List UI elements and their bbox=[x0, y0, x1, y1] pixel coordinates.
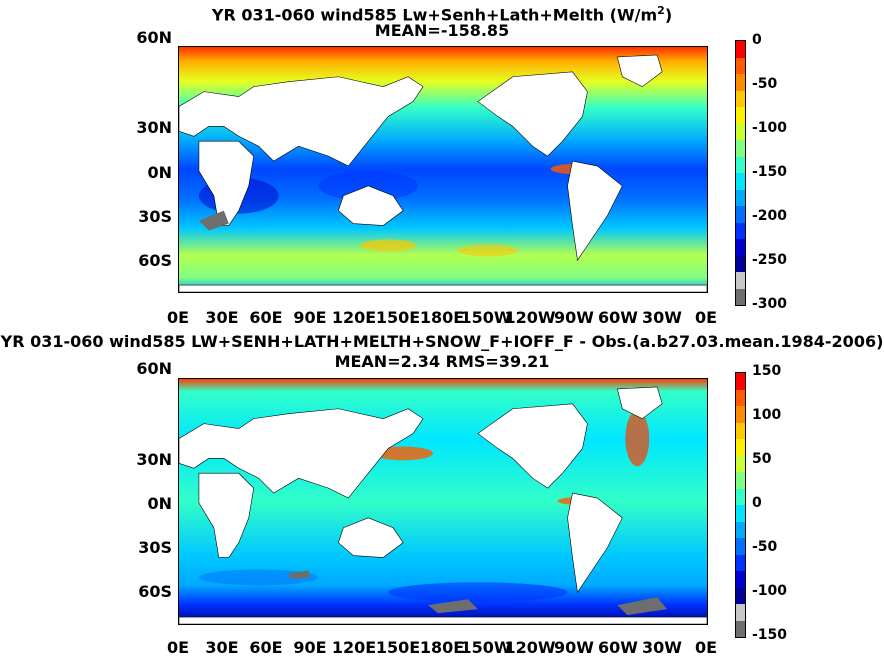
colorbar-segment bbox=[736, 620, 745, 637]
colorbar-segment bbox=[736, 488, 745, 505]
colorbar-tick-label: 100 bbox=[752, 407, 782, 423]
colorbar-tick-label: -200 bbox=[752, 208, 788, 224]
colorbar-segment bbox=[736, 373, 745, 390]
map-plot-area bbox=[178, 378, 708, 625]
x-tick-label: 150E bbox=[375, 308, 421, 327]
x-tick-label: 30E bbox=[205, 308, 239, 327]
colorbar-segment bbox=[736, 173, 745, 190]
title-superscript: 2 bbox=[657, 4, 665, 17]
y-tick-label: 60S bbox=[138, 251, 172, 270]
x-tick-label: 120E bbox=[331, 638, 377, 657]
x-tick-label: 0E bbox=[166, 638, 190, 657]
colorbar-segment bbox=[736, 389, 745, 406]
x-tick-label: 60E bbox=[249, 308, 283, 327]
y-tick-label: 0N bbox=[147, 163, 172, 182]
colorbar-segment bbox=[736, 272, 745, 289]
chart-title: YR 031-060 wind585 Lw+Senh+Lath+Melth (W… bbox=[211, 4, 673, 25]
colorbar-segment bbox=[736, 74, 745, 91]
x-tick-label: 90E bbox=[293, 308, 327, 327]
x-tick-label: 150W bbox=[460, 308, 512, 327]
x-tick-label: 180E bbox=[419, 308, 465, 327]
map-plot-area bbox=[178, 46, 708, 293]
map-field bbox=[179, 379, 707, 624]
colorbar-segment bbox=[736, 107, 745, 124]
colorbar-segment bbox=[736, 255, 745, 272]
colorbar-segment bbox=[736, 41, 745, 58]
x-tick-label: 30W bbox=[642, 308, 682, 327]
colorbar-tick-label: -100 bbox=[752, 583, 788, 599]
colorbar bbox=[735, 40, 746, 306]
colorbar-segment bbox=[736, 156, 745, 173]
colorbar-segment bbox=[736, 587, 745, 604]
chart-panel-bottom: YR 031-060 wind585 LW+SENH+LATH+MELTH+SN… bbox=[0, 331, 884, 662]
colorbar-segment bbox=[736, 222, 745, 239]
colorbar-segment bbox=[736, 189, 745, 206]
x-tick-label: 150E bbox=[375, 638, 421, 657]
x-tick-label: 90W bbox=[554, 638, 594, 657]
colorbar-tick-label: -150 bbox=[752, 164, 788, 180]
x-tick-label: 60W bbox=[598, 638, 638, 657]
colorbar-segment bbox=[736, 538, 745, 555]
y-tick-label: 60S bbox=[138, 582, 172, 601]
x-tick-label: 120W bbox=[504, 308, 556, 327]
y-tick-label: 0N bbox=[147, 494, 172, 513]
x-tick-label: 60E bbox=[249, 638, 283, 657]
y-tick-label: 30N bbox=[136, 118, 172, 137]
colorbar-tick-label: -100 bbox=[752, 120, 788, 136]
colorbar-segment bbox=[736, 439, 745, 456]
y-tick-label: 30N bbox=[136, 450, 172, 469]
x-tick-label: 0E bbox=[694, 638, 718, 657]
colorbar-segment bbox=[736, 472, 745, 489]
y-tick-label: 30S bbox=[138, 207, 172, 226]
x-tick-label: 0E bbox=[166, 308, 190, 327]
chart-panel-top: YR 031-060 wind585 Lw+Senh+Lath+Melth (W… bbox=[0, 0, 884, 331]
colorbar-tick-label: -250 bbox=[752, 252, 788, 268]
colorbar-segment bbox=[736, 288, 745, 305]
colorbar-segment bbox=[736, 406, 745, 423]
colorbar-segment bbox=[736, 239, 745, 256]
colorbar-tick-label: 150 bbox=[752, 363, 782, 379]
colorbar-segment bbox=[736, 505, 745, 522]
title-tail: ) bbox=[664, 5, 673, 25]
colorbar-segment bbox=[736, 521, 745, 538]
x-tick-label: 60W bbox=[598, 308, 638, 327]
colorbar-segment bbox=[736, 206, 745, 223]
colorbar-segment bbox=[736, 604, 745, 621]
x-tick-label: 0E bbox=[694, 308, 718, 327]
map-field bbox=[179, 47, 707, 292]
colorbar-segment bbox=[736, 455, 745, 472]
x-tick-label: 90W bbox=[554, 308, 594, 327]
colorbar-tick-label: 50 bbox=[752, 451, 772, 467]
y-tick-label: 60N bbox=[136, 28, 172, 47]
y-tick-label: 30S bbox=[138, 538, 172, 557]
chart-subtitle: MEAN=2.34 RMS=39.21 bbox=[334, 352, 550, 371]
colorbar-tick-label: -150 bbox=[752, 627, 788, 643]
colorbar-segment bbox=[736, 57, 745, 74]
colorbar-segment bbox=[736, 123, 745, 140]
colorbar-segment bbox=[736, 90, 745, 107]
colorbar-tick-label: -300 bbox=[752, 296, 788, 312]
x-tick-label: 30W bbox=[642, 638, 682, 657]
chart-subtitle: MEAN=-158.85 bbox=[374, 21, 510, 40]
colorbar-tick-label: -50 bbox=[752, 76, 778, 92]
x-tick-label: 90E bbox=[293, 638, 327, 657]
colorbar-tick-label: -50 bbox=[752, 539, 778, 555]
x-tick-label: 150W bbox=[460, 638, 512, 657]
colorbar-segment bbox=[736, 422, 745, 439]
x-tick-label: 30E bbox=[205, 638, 239, 657]
colorbar-tick-label: 0 bbox=[752, 495, 762, 511]
colorbar-tick-label: 0 bbox=[752, 32, 762, 48]
x-tick-label: 120W bbox=[504, 638, 556, 657]
colorbar bbox=[735, 372, 746, 638]
colorbar-segment bbox=[736, 571, 745, 588]
x-tick-label: 180E bbox=[419, 638, 465, 657]
colorbar-segment bbox=[736, 140, 745, 157]
chart-title: YR 031-060 wind585 LW+SENH+LATH+MELTH+SN… bbox=[0, 332, 884, 351]
y-tick-label: 60N bbox=[136, 359, 172, 378]
colorbar-segment bbox=[736, 554, 745, 571]
x-tick-label: 120E bbox=[331, 308, 377, 327]
